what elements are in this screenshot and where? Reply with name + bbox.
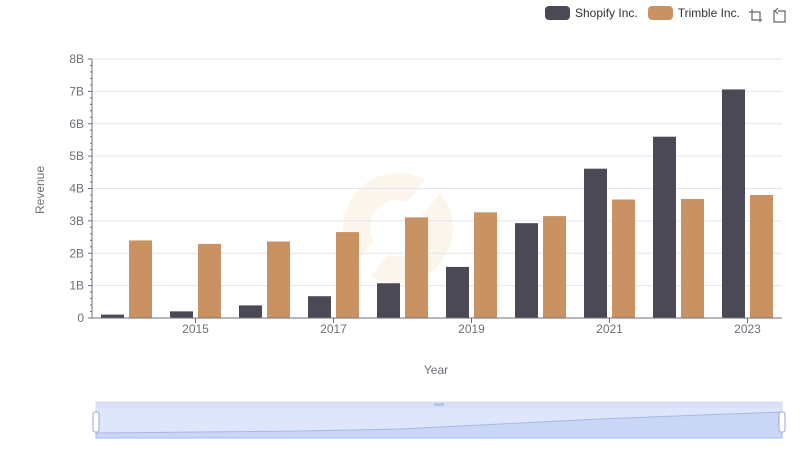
data-zoom-slider[interactable] (92, 401, 786, 439)
y-tick-label: 6B (69, 117, 84, 131)
bar-trimble-2019[interactable] (474, 212, 497, 318)
y-tick-label: 2B (69, 246, 84, 260)
bar-trimble-2018[interactable] (405, 217, 428, 318)
legend-label-shopify: Shopify Inc. (575, 6, 638, 20)
x-tick-label: 2019 (458, 322, 485, 336)
legend-item-trimble[interactable]: Trimble Inc. (647, 6, 740, 20)
watermark-logo (343, 173, 453, 283)
bar-shopify-2014[interactable] (101, 314, 124, 318)
bar-shopify-2019[interactable] (446, 266, 469, 318)
bar-shopify-2023[interactable] (722, 89, 745, 319)
x-tick-label: 2017 (320, 322, 347, 336)
data-zoom-handle-left[interactable] (92, 411, 100, 433)
x-axis-name: Year (424, 363, 448, 377)
data-zoom-handle-right[interactable] (778, 411, 786, 433)
bar-shopify-2016[interactable] (239, 305, 262, 318)
legend-label-trimble: Trimble Inc. (677, 6, 740, 20)
bar-trimble-2023[interactable] (750, 195, 773, 318)
chart-legend: Shopify Inc. Trimble Inc. (545, 4, 750, 22)
bar-trimble-2014[interactable] (129, 240, 152, 318)
restore-icon[interactable] (770, 6, 788, 24)
x-tick-label: 2021 (596, 322, 623, 336)
bar-trimble-2020[interactable] (543, 216, 566, 318)
bar-trimble-2017[interactable] (336, 232, 359, 318)
x-tick-label: 2015 (182, 322, 209, 336)
chart-toolbox (746, 6, 794, 24)
legend-swatch-trimble (647, 6, 673, 20)
y-tick-label: 0 (77, 311, 84, 325)
y-axis-name: Revenue (33, 166, 47, 214)
y-tick-label: 1B (69, 279, 84, 293)
bar-trimble-2022[interactable] (681, 198, 704, 318)
bar-shopify-2020[interactable] (515, 223, 538, 318)
data-zoom-preview-line (95, 411, 783, 439)
x-tick-label: 2023 (734, 322, 761, 336)
bar-trimble-2016[interactable] (267, 241, 290, 318)
legend-item-shopify[interactable]: Shopify Inc. (545, 6, 638, 20)
y-tick-label: 4B (69, 182, 84, 196)
bar-shopify-2017[interactable] (308, 296, 331, 318)
bar-shopify-2015[interactable] (170, 311, 193, 318)
bar-trimble-2015[interactable] (198, 243, 221, 318)
zoom-icon[interactable] (746, 6, 764, 24)
legend-swatch-shopify (545, 6, 570, 20)
bar-shopify-2018[interactable] (377, 283, 400, 318)
y-tick-label: 5B (69, 149, 84, 163)
data-zoom-move-handle-icon[interactable] (434, 403, 444, 406)
bar-trimble-2021[interactable] (612, 199, 635, 318)
y-tick-label: 8B (69, 52, 84, 66)
y-tick-label: 7B (69, 84, 84, 98)
bar-shopify-2022[interactable] (653, 136, 676, 318)
bar-shopify-2021[interactable] (584, 168, 607, 318)
y-tick-label: 3B (69, 214, 84, 228)
